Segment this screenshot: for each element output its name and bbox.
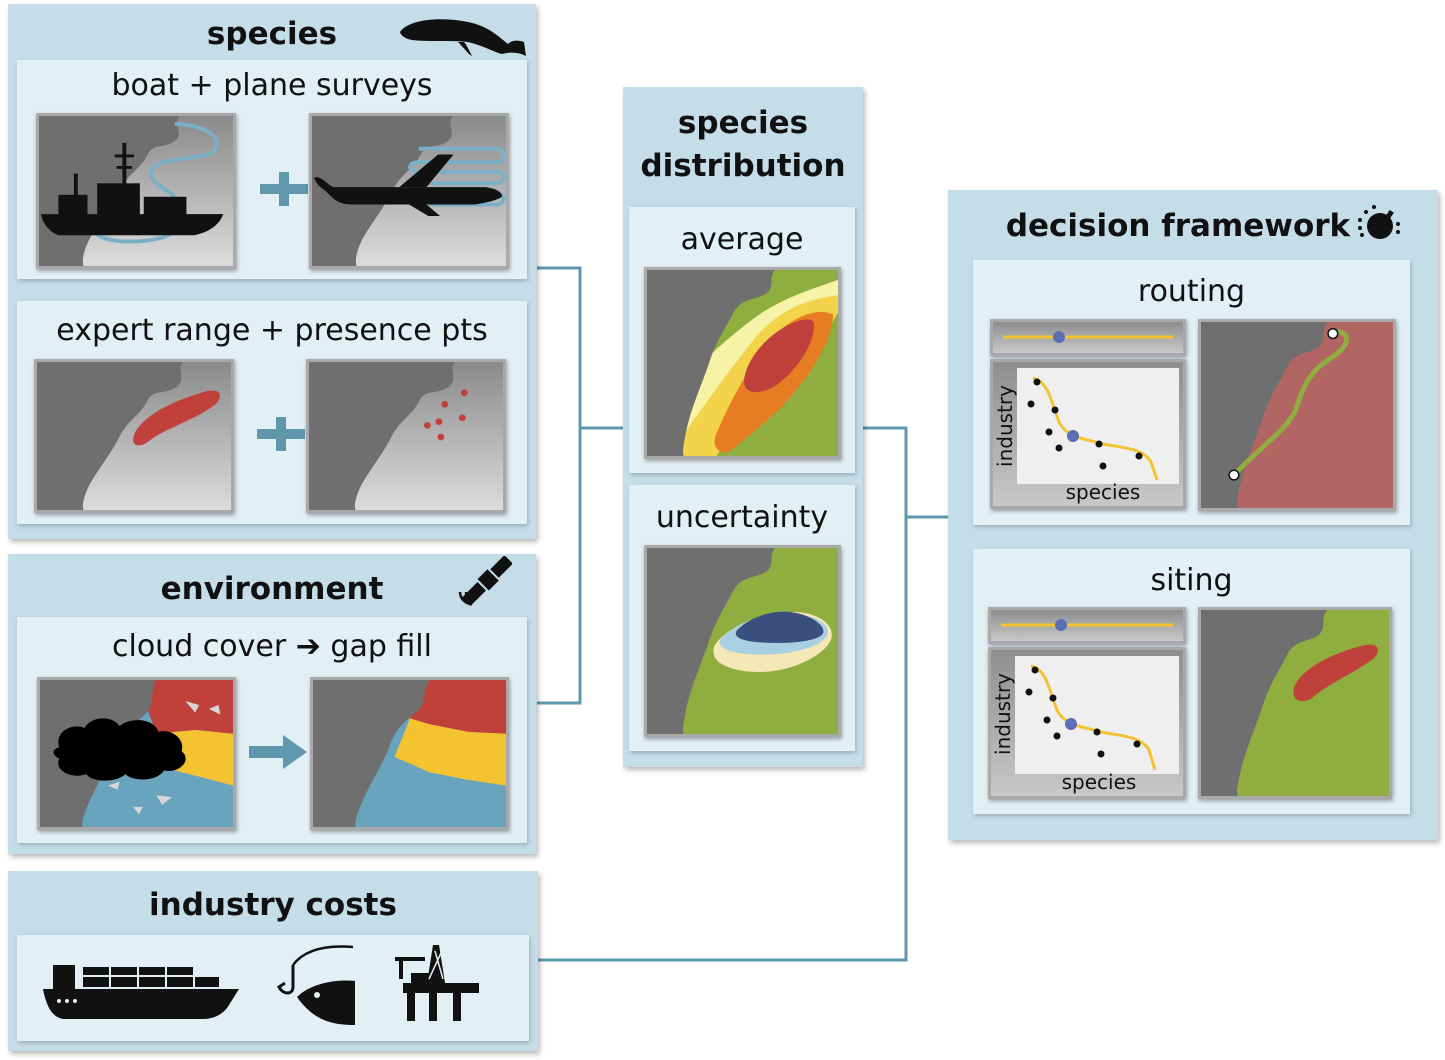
connector-distribution-to-decision — [863, 426, 948, 519]
routing-label: routing — [1137, 274, 1246, 309]
environment-panel-title: environment — [160, 571, 384, 607]
uncertainty-label: uncertainty — [655, 500, 829, 535]
dial-icon — [1352, 204, 1406, 244]
decision-panel: decision framework routing industry spec… — [948, 190, 1438, 840]
distribution-panel: species distribution average uncertainty — [623, 87, 863, 767]
cloud-cover-map — [37, 677, 236, 830]
presence-points-map — [306, 359, 506, 513]
average-map — [644, 267, 841, 459]
gap-fill-map — [310, 677, 509, 830]
industry-panel-title: industry costs — [149, 887, 397, 923]
arrow-right-icon — [249, 735, 307, 769]
routing-box: routing industry species — [973, 260, 1410, 525]
plus-icon — [257, 417, 305, 451]
cloud-box: cloud cover ➔ gap fill — [17, 617, 527, 843]
whale-icon — [398, 12, 528, 58]
species-panel: species boat + plane surveys — [8, 4, 536, 539]
siting-tradeoff-slider[interactable] — [988, 607, 1186, 644]
plane-survey-map — [309, 113, 509, 269]
distribution-title-line1: species — [677, 105, 809, 141]
expert-box: expert range + presence pts — [17, 301, 527, 524]
routing-map — [1198, 319, 1396, 511]
industry-panel: industry costs — [8, 871, 538, 1051]
siting-xlabel: species — [1061, 770, 1137, 794]
satellite-icon — [454, 555, 513, 612]
routing-tradeoff-plot: industry species — [990, 359, 1186, 509]
connector-species-to-distribution — [537, 266, 624, 430]
expert-range-map — [34, 359, 234, 513]
siting-ylabel: industry — [991, 673, 1015, 755]
surveys-box: boat + plane surveys — [17, 60, 527, 279]
connector-environment-to-distribution — [537, 428, 582, 705]
routing-tradeoff-slider[interactable] — [990, 319, 1186, 356]
routing-ylabel: industry — [993, 385, 1017, 467]
fishing-hook-icon — [267, 941, 359, 1027]
boat-survey-map — [36, 113, 236, 269]
cloud-cover-label: cloud cover — [112, 629, 287, 664]
cargo-ship-icon — [43, 959, 239, 1021]
siting-box: siting industry species — [973, 549, 1410, 814]
gap-fill-label: gap fill — [330, 629, 432, 664]
siting-label: siting — [1150, 563, 1233, 598]
expert-label: expert range + presence pts — [56, 313, 488, 348]
industry-icons-box — [17, 935, 529, 1041]
cloud-label-row: cloud cover ➔ gap fill — [17, 629, 527, 665]
routing-xlabel: species — [1065, 480, 1141, 504]
average-box: average — [629, 207, 855, 473]
arrow-right-icon: ➔ — [295, 629, 321, 664]
uncertainty-box: uncertainty — [629, 485, 855, 751]
uncertainty-map — [644, 545, 841, 737]
oil-rig-icon — [393, 943, 479, 1023]
surveys-label: boat + plane surveys — [111, 68, 433, 103]
decision-panel-title: decision framework — [1005, 208, 1351, 244]
average-label: average — [680, 222, 804, 257]
siting-map — [1198, 607, 1392, 799]
distribution-title-line2: distribution — [640, 148, 846, 184]
siting-tradeoff-plot: industry species — [988, 647, 1186, 799]
species-panel-title: species — [206, 16, 338, 52]
plus-icon — [260, 172, 308, 206]
environment-panel: environment cloud cover ➔ gap fill — [8, 554, 536, 854]
